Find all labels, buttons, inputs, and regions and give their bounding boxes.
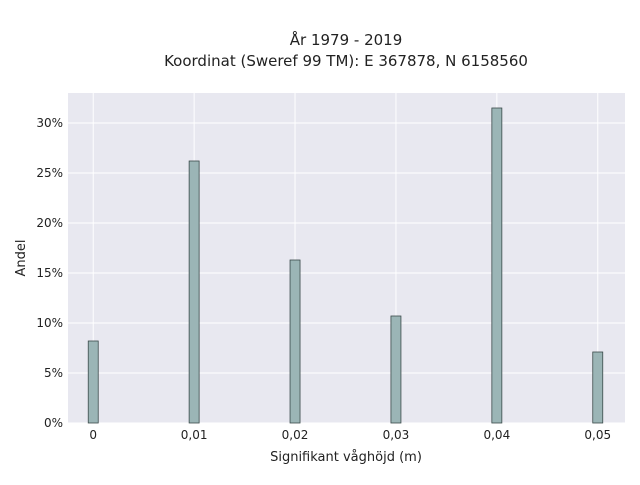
x-tick-label: 0,01 (181, 428, 208, 442)
y-tick-label: 15% (36, 266, 63, 280)
histogram-bar (188, 160, 200, 424)
chart-title-line1: År 1979 - 2019 (290, 30, 403, 49)
y-tick-label: 25% (36, 166, 63, 180)
histogram-bar (87, 340, 99, 424)
y-tick-label: 30% (36, 116, 63, 130)
histogram-bar (491, 107, 503, 424)
y-tick-label: 10% (36, 316, 63, 330)
x-tick-label: 0,02 (282, 428, 309, 442)
histogram-bar (592, 351, 604, 424)
chart-title-line2: Koordinat (Sweref 99 TM): E 367878, N 61… (164, 52, 528, 70)
grid-lines (68, 93, 625, 424)
plot-background (68, 93, 625, 423)
x-tick-label: 0,05 (584, 428, 611, 442)
histogram-bar (289, 259, 301, 424)
y-tick-label: 20% (36, 216, 63, 230)
x-tick-label: 0,04 (483, 428, 510, 442)
histogram-bar (390, 315, 402, 424)
bars (87, 107, 604, 424)
y-tick-label: 5% (44, 366, 63, 380)
x-axis-label: Signifikant våghöjd (m) (270, 450, 422, 465)
x-tick-label: 0,03 (383, 428, 410, 442)
y-tick-label: 0% (44, 416, 63, 430)
x-tick-label: 0 (89, 428, 97, 442)
y-axis-label: Andel (14, 240, 29, 277)
tick-labels: 0 0,01 0,02 0,03 0,04 0,05 0% 5% 10% 15% 20% 25% 30% (36, 116, 611, 442)
